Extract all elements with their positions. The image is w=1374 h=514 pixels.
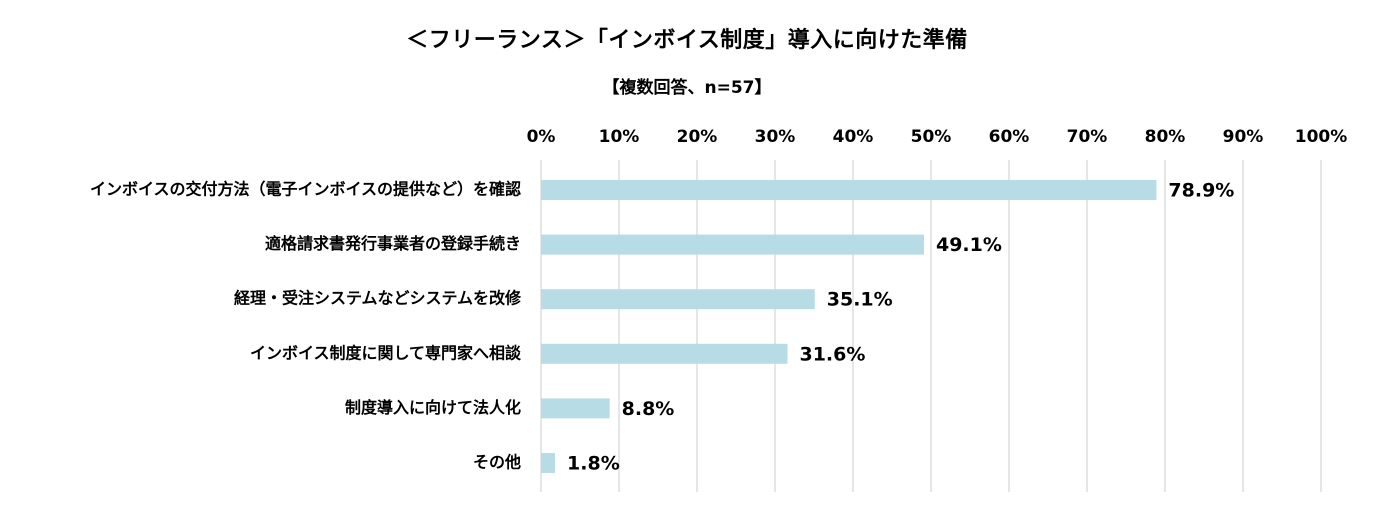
gridlines: [540, 160, 1322, 492]
tick-label-70: 70%: [1067, 127, 1108, 147]
bar-5: [541, 398, 610, 419]
category-label-2: 適格請求書発行事業者の登録手続き: [265, 234, 521, 253]
x-axis-tick-labels: 0% 10% 20% 30% 40% 50% 60% 70% 80% 90% 100%: [527, 127, 1348, 147]
category-label-4: インボイス制度に関して専門家へ相談: [250, 343, 522, 362]
bars: [541, 180, 1157, 473]
bar-6: [541, 453, 556, 473]
chart-subtitle: 【複数回答、n=57】: [602, 78, 772, 98]
chart-title: ＜フリーランス＞「インボイス制度」導入に向けた準備: [406, 28, 968, 53]
tick-label-40: 40%: [833, 127, 874, 147]
value-label-3: 35.1%: [827, 289, 893, 311]
category-label-1: インボイスの交付方法（電子インボイスの提供など）を確認: [90, 180, 521, 199]
bar-3: [541, 289, 815, 310]
value-label-1: 78.9%: [1168, 180, 1234, 202]
tick-label-50: 50%: [911, 127, 952, 147]
tick-label-0: 0%: [527, 127, 556, 147]
category-label-6: その他: [473, 453, 521, 472]
bar-4: [541, 343, 788, 364]
value-label-4: 31.6%: [799, 343, 865, 365]
tick-label-90: 90%: [1223, 127, 1264, 147]
tick-label-30: 30%: [755, 127, 796, 147]
value-label-5: 8.8%: [622, 398, 675, 420]
value-label-6: 1.8%: [567, 453, 620, 475]
value-label-2: 49.1%: [936, 234, 1002, 256]
category-labels: インボイスの交付方法（電子インボイスの提供など）を確認適格請求書発行事業者の登録…: [90, 180, 522, 472]
category-label-3: 経理・受注システムなどシステムを改修: [234, 289, 522, 308]
value-labels: 78.9% 49.1% 35.1% 31.6% 8.8% 1.8%: [567, 180, 1234, 475]
tick-label-10: 10%: [599, 127, 640, 147]
bar-1: [541, 180, 1157, 200]
tick-label-100: 100%: [1295, 127, 1348, 147]
tick-label-60: 60%: [989, 127, 1030, 147]
category-label-5: 制度導入に向けて法人化: [345, 398, 521, 417]
bar-2: [541, 234, 924, 255]
tick-label-80: 80%: [1145, 127, 1186, 147]
tick-label-20: 20%: [677, 127, 718, 147]
